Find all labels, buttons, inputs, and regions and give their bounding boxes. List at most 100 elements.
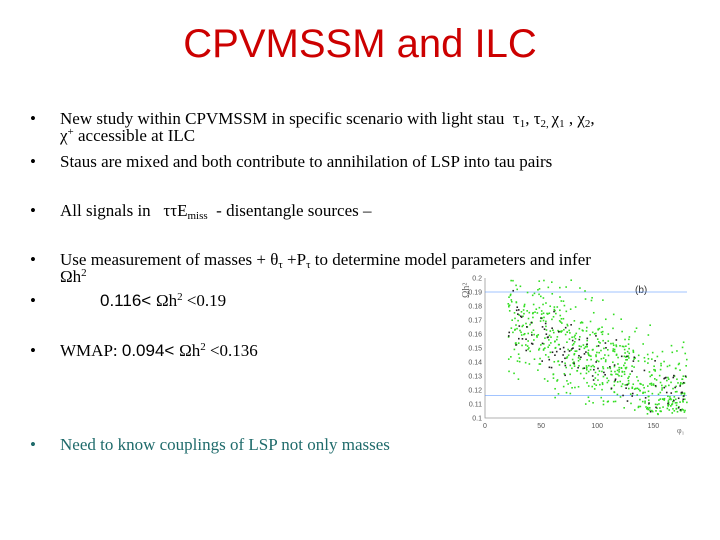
scatter-point [670, 398, 672, 401]
y-tick-label: 0.19 [468, 290, 482, 297]
scatter-point [669, 396, 671, 398]
scatter-point [552, 331, 555, 334]
scatter-point [668, 409, 671, 411]
scatter-point [574, 337, 577, 340]
scatter-point [667, 404, 669, 406]
scatter-point [515, 324, 517, 326]
scatter-point [618, 371, 620, 373]
scatter-point [573, 353, 576, 355]
wmap-label: WMAP: [60, 341, 122, 360]
scatter-point [606, 367, 609, 369]
scatter-point [648, 403, 650, 405]
scatter-point [568, 338, 571, 340]
scatter-point [647, 408, 649, 411]
scatter-point [551, 327, 553, 330]
scatter-point [557, 393, 560, 395]
scatter-point [558, 343, 560, 346]
scatter-point [562, 346, 565, 349]
scatter-point [586, 345, 588, 348]
scatter-point [520, 331, 522, 334]
scatter-point [637, 360, 640, 362]
scatter-point [585, 330, 588, 332]
y-tick-label: 0.13 [468, 374, 482, 381]
axes [484, 278, 687, 419]
scatter-point [651, 392, 654, 395]
scatter-point [507, 335, 510, 337]
scatter-point [540, 344, 542, 346]
scatter-point [525, 344, 527, 346]
y-tick-label: 0.12 [468, 388, 482, 395]
scatter-point [613, 364, 616, 366]
scatter-point [591, 331, 594, 334]
scatter-point [643, 356, 646, 359]
scatter-point [682, 400, 684, 402]
scatter-point [672, 376, 675, 379]
scatter-point [525, 338, 527, 341]
scatter-point [640, 383, 642, 385]
scatter-point [588, 354, 591, 357]
scatter-point [670, 405, 672, 407]
scatter-point [510, 327, 513, 329]
scatter-point [679, 383, 682, 386]
scatter-point [623, 370, 626, 373]
scatter-point [613, 348, 616, 351]
scatter-point [627, 355, 630, 357]
scatter-point [538, 306, 541, 309]
scatter-point [663, 397, 666, 400]
scatter-point [586, 381, 588, 384]
scatter-point [539, 295, 542, 298]
scatter-point [625, 367, 627, 370]
scatter-point [663, 386, 666, 389]
scatter-point [676, 378, 678, 381]
scatter-point [653, 365, 655, 368]
scatter-point [619, 380, 622, 383]
scatter-point [653, 378, 656, 380]
scatter-point [674, 386, 676, 389]
scatter-point [601, 382, 604, 384]
scatter-point [607, 340, 610, 342]
scatter-point [614, 400, 617, 403]
scatter-point [613, 380, 616, 383]
scatter-point [554, 346, 557, 349]
scatter-point [660, 364, 662, 367]
scatter-point [601, 330, 604, 333]
scatter-point [527, 348, 529, 351]
scatter-point [593, 383, 596, 385]
scatter-point [665, 391, 668, 394]
scatter-point [684, 375, 687, 377]
scatter-point [584, 298, 587, 300]
scatter-point [513, 312, 516, 314]
scatter-point [644, 400, 646, 403]
scatter-point [571, 347, 573, 350]
scatter-point [557, 331, 560, 333]
scatter-point [539, 357, 541, 360]
scatter-point [635, 327, 638, 330]
scatter-point [681, 378, 684, 381]
scatter-point [660, 362, 662, 365]
scatter-point [550, 336, 552, 338]
scatter-point [598, 341, 600, 343]
scatter-point [626, 400, 629, 402]
scatter-point [512, 289, 515, 292]
scatter-point [591, 385, 594, 388]
scatter-point [509, 293, 512, 296]
x-axis-label: φ₁ [677, 426, 685, 435]
scatter-point [594, 371, 597, 374]
scatter-point [530, 342, 533, 345]
scatter-point [600, 331, 603, 334]
scatter-point [654, 369, 656, 371]
scatter-point [618, 368, 621, 371]
scatter-point [508, 304, 511, 307]
scatter-point [628, 347, 630, 350]
scatter-point [677, 363, 680, 366]
scatter-point [537, 289, 539, 291]
scatter-point [604, 373, 606, 376]
scatter-point [593, 388, 596, 390]
scatter-point [578, 327, 581, 330]
scatter-point [578, 354, 580, 357]
scatter-point [649, 324, 651, 327]
scatter-point [561, 322, 563, 324]
scatter-point [685, 365, 687, 367]
scatter-point [579, 336, 581, 338]
scatter-point [595, 332, 597, 335]
